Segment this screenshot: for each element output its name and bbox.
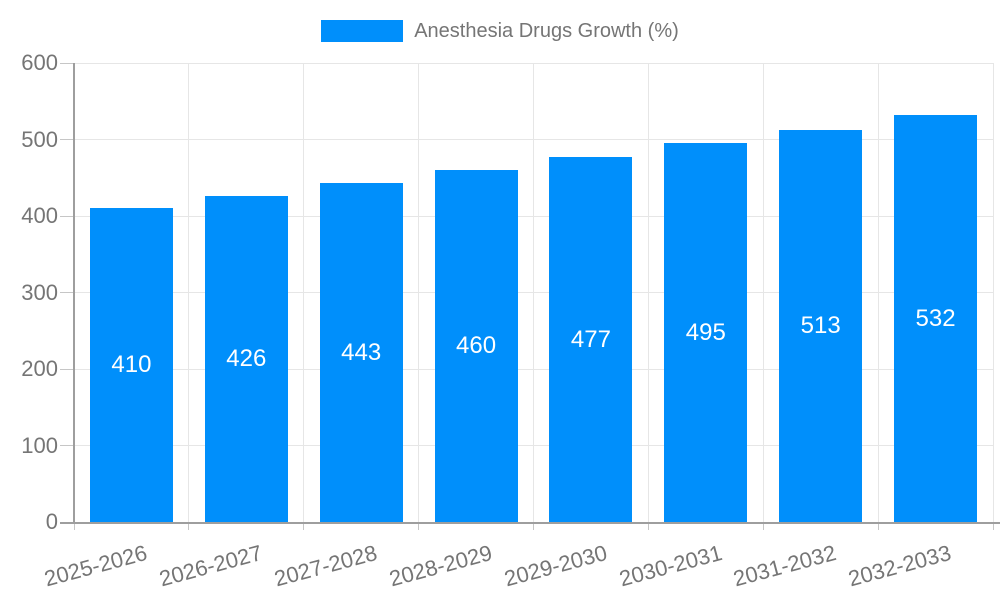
bar-value-label: 460 xyxy=(456,332,497,359)
y-axis-label: 300 xyxy=(21,279,58,305)
y-tick xyxy=(60,292,74,293)
bar-value-label: 410 xyxy=(111,351,152,378)
x-tick xyxy=(533,522,534,530)
bar[interactable]: 477 xyxy=(549,157,633,522)
bar-value-label: 477 xyxy=(570,325,611,353)
v-gridline xyxy=(762,63,764,522)
y-axis-label: 100 xyxy=(21,432,58,458)
y-axis-label: 400 xyxy=(21,203,58,228)
x-tick xyxy=(73,522,75,530)
x-axis-label: 2032-2033 xyxy=(845,540,955,592)
bar[interactable]: 460 xyxy=(434,170,518,522)
legend: Anesthesia Drugs Growth (%) xyxy=(0,20,1000,42)
v-gridline xyxy=(877,63,879,522)
y-tick xyxy=(60,445,74,446)
v-gridline xyxy=(992,63,994,522)
legend-swatch xyxy=(321,20,404,42)
y-axis-label: 200 xyxy=(21,356,58,381)
x-tick xyxy=(992,522,994,530)
x-axis-label: 2029-2030 xyxy=(501,540,610,592)
x-tick xyxy=(303,522,305,530)
bar[interactable]: 513 xyxy=(779,130,863,522)
v-gridline xyxy=(647,63,649,522)
x-tick xyxy=(647,522,649,530)
bar[interactable]: 495 xyxy=(664,143,748,522)
x-axis-label: 2025-2026 xyxy=(41,540,150,592)
x-axis-label: 2031-2032 xyxy=(731,540,840,592)
legend-item[interactable]: Anesthesia Drugs Growth (%) xyxy=(321,20,679,42)
y-axis-line xyxy=(73,63,75,522)
y-tick xyxy=(60,62,74,64)
y-axis-label: 0 xyxy=(45,509,58,534)
x-axis-label: 2030-2031 xyxy=(616,540,725,592)
v-gridline xyxy=(303,63,305,522)
bar[interactable]: 443 xyxy=(319,183,403,522)
x-axis-label: 2027-2028 xyxy=(271,540,380,592)
v-gridline xyxy=(418,63,420,522)
legend-label: Anesthesia Drugs Growth (%) xyxy=(414,20,679,42)
x-tick xyxy=(762,522,764,530)
x-axis-label: 2028-2029 xyxy=(386,540,495,592)
y-tick xyxy=(60,139,74,140)
bar-value-label: 532 xyxy=(915,304,956,332)
y-tick xyxy=(60,215,74,217)
x-tick xyxy=(877,522,879,530)
x-tick xyxy=(418,522,420,530)
x-axis-label: 2026-2027 xyxy=(156,540,265,592)
y-axis-label: 600 xyxy=(21,50,58,75)
bar-value-label: 443 xyxy=(341,338,382,366)
v-gridline xyxy=(188,63,190,522)
x-axis-line xyxy=(60,522,1000,524)
bar-value-label: 495 xyxy=(685,318,726,346)
bar[interactable]: 532 xyxy=(894,115,978,522)
y-axis-label: 500 xyxy=(21,126,58,152)
x-tick xyxy=(188,522,190,530)
y-tick xyxy=(60,368,74,370)
bar-value-label: 426 xyxy=(226,345,267,372)
bar-value-label: 513 xyxy=(800,312,841,339)
v-gridline xyxy=(533,63,534,522)
bar[interactable]: 426 xyxy=(204,196,288,522)
bar[interactable]: 410 xyxy=(89,208,173,522)
